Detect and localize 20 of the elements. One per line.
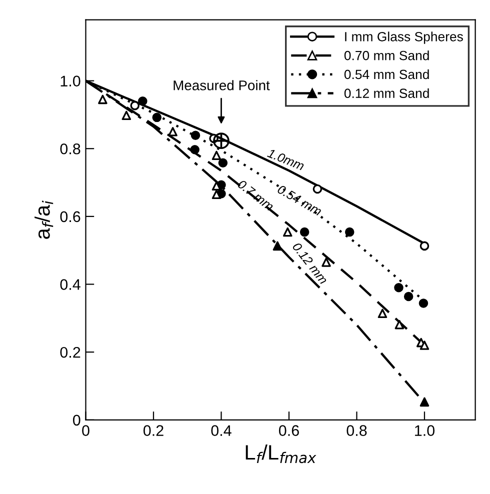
x-axis-title: L$_{f}$/L$_{fmax}$ bbox=[246, 444, 316, 464]
annotation: 1.0mm bbox=[266, 148, 305, 171]
y-tick-label: 0.2 bbox=[60, 346, 80, 358]
y-tick-label: 0.8 bbox=[60, 143, 80, 154]
y-tick-label: 0.4 bbox=[60, 279, 80, 290]
x-tick-label: 0.6 bbox=[278, 425, 299, 436]
y-tick-label: 1.0 bbox=[60, 76, 80, 86]
annotation: Measured Point bbox=[174, 80, 270, 90]
y-axis-title: a$_{f}$/a$_{i}$ bbox=[34, 200, 54, 239]
x-tick-label: 0.2 bbox=[143, 425, 164, 436]
y-tick-label: 0 bbox=[72, 414, 80, 426]
legend-label: 0.70 mm Sand bbox=[344, 50, 429, 60]
legend-label: 0.12 mm Sand bbox=[344, 88, 429, 98]
legend-label: 0.54 mm Sand bbox=[344, 69, 429, 80]
x-tick-label: 0.4 bbox=[211, 425, 232, 436]
x-tick-label: 0.8 bbox=[346, 425, 367, 436]
legend-label: I mm Glass Spheres bbox=[345, 32, 463, 44]
y-tick-label: 0.6 bbox=[60, 211, 80, 222]
x-tick-label: 0 bbox=[82, 425, 90, 436]
x-tick-label: 1.0 bbox=[415, 425, 435, 436]
